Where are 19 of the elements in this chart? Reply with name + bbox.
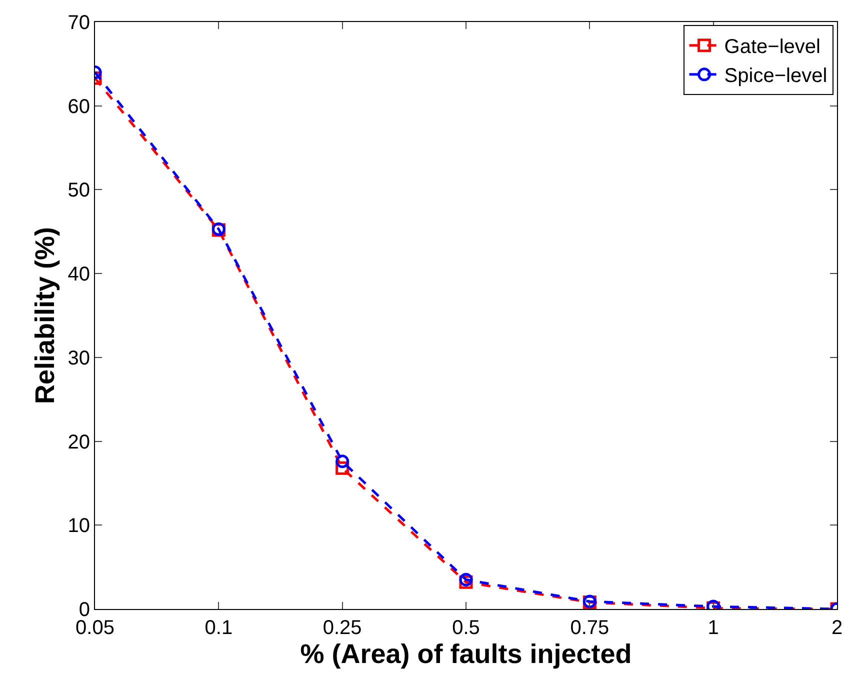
x-tick-label: 0.75 [570,617,610,639]
y-tick-label: 10 [68,515,90,538]
y-axis-title: Reliability (%) [30,226,60,404]
y-tick-label: 60 [68,96,90,118]
point [336,454,350,468]
y-tick-label: 70 [68,12,90,34]
y-tick-label: 50 [68,180,90,202]
point [459,572,473,586]
x-tick-label: 1 [708,617,719,639]
y-tick-label: 20 [68,431,90,454]
legend-label: Spice−level [724,65,828,88]
x-tick-label: 0.25 [322,617,362,639]
legend-label: Gate−level [724,36,820,58]
x-tick-label: 2 [831,617,843,639]
x-tick-label: 0.5 [452,617,480,639]
x-tick-label: 0.1 [204,617,233,639]
y-tick-label: 40 [68,264,90,286]
x-axis-title: % (Area) of faults injected [300,639,632,669]
y-tick-label: 30 [68,347,90,370]
